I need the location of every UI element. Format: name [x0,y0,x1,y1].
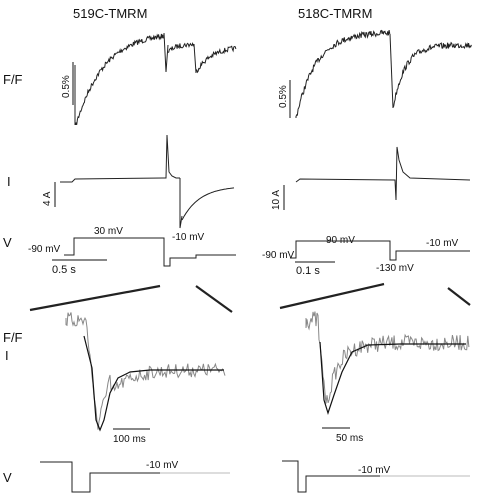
voltage-post-left: -10 mV [172,232,205,243]
voltage-protocol-zoom-left [40,461,230,493]
row-label-fluor: F/F [3,72,23,87]
zoom-connector-left-2 [195,285,233,313]
zoom-connector-right-2 [447,287,471,306]
row-label-voltage-zoom: V [3,470,12,485]
voltage-protocol-left [64,237,236,267]
current-trace-right [295,146,471,201]
scalebar-time-right-label: 0.1 s [296,265,320,277]
row-label-voltage: V [3,235,12,250]
fluor-trace-left-spike [163,32,169,73]
scalebar-current-right-label: 10 A [271,190,282,210]
row-label-fluor-zoom: F/F [3,330,23,345]
scalebar-time-zoom-left-label: 100 ms [113,434,146,445]
voltage-post-right: -10 mV [426,238,459,249]
current-trace-left [60,134,180,183]
scalebar-time-zoom-right-label: 50 ms [336,433,363,444]
row-label-current: I [7,174,11,189]
voltage-step-left: 30 mV [94,226,123,237]
title-right: 518C-TMRM [298,6,372,21]
scalebar-current-left-label: 4 A [42,191,53,206]
traces [29,29,472,493]
voltage-protocol-right [290,240,470,261]
scalebar-time-left-label: 0.5 s [52,264,76,276]
fluor-trace-left [75,33,164,125]
scalebar-fluor-left-label: 0.5% [61,75,72,98]
fluor-trace-zoom-right [305,311,470,404]
zoom-connector-left-1 [29,284,161,312]
title-left: 519C-TMRM [73,6,147,21]
fit-zoom-right [319,341,466,415]
current-trace-left-tail1 [179,178,183,229]
row-label-current-zoom: I [5,348,9,363]
fluor-trace-right-drop [389,33,394,109]
zoom-connector-right-1 [279,282,385,310]
current-trace-left-tail2 [181,187,235,221]
voltage-protocol-zoom-right [282,460,470,493]
voltage-neg-right: -130 mV [376,263,414,274]
voltage-hold-left: -90 mV [28,244,61,255]
fluor-trace-left-drop2 [193,43,197,74]
scalebar-fluor-right-label: 0.5% [278,85,289,108]
voltage-post-zoom-right: -10 mV [358,465,391,476]
fluor-trace-right-end [392,41,472,108]
fluor-trace-zoom-left [65,312,226,430]
voltage-hold-right: -90 mV [262,250,295,261]
fluor-trace-left-mid [167,41,195,53]
fluor-trace-left-end [195,45,237,74]
voltage-post-zoom-left: -10 mV [146,460,179,471]
fit-zoom-left [83,335,224,432]
fluor-trace-right [295,29,391,118]
